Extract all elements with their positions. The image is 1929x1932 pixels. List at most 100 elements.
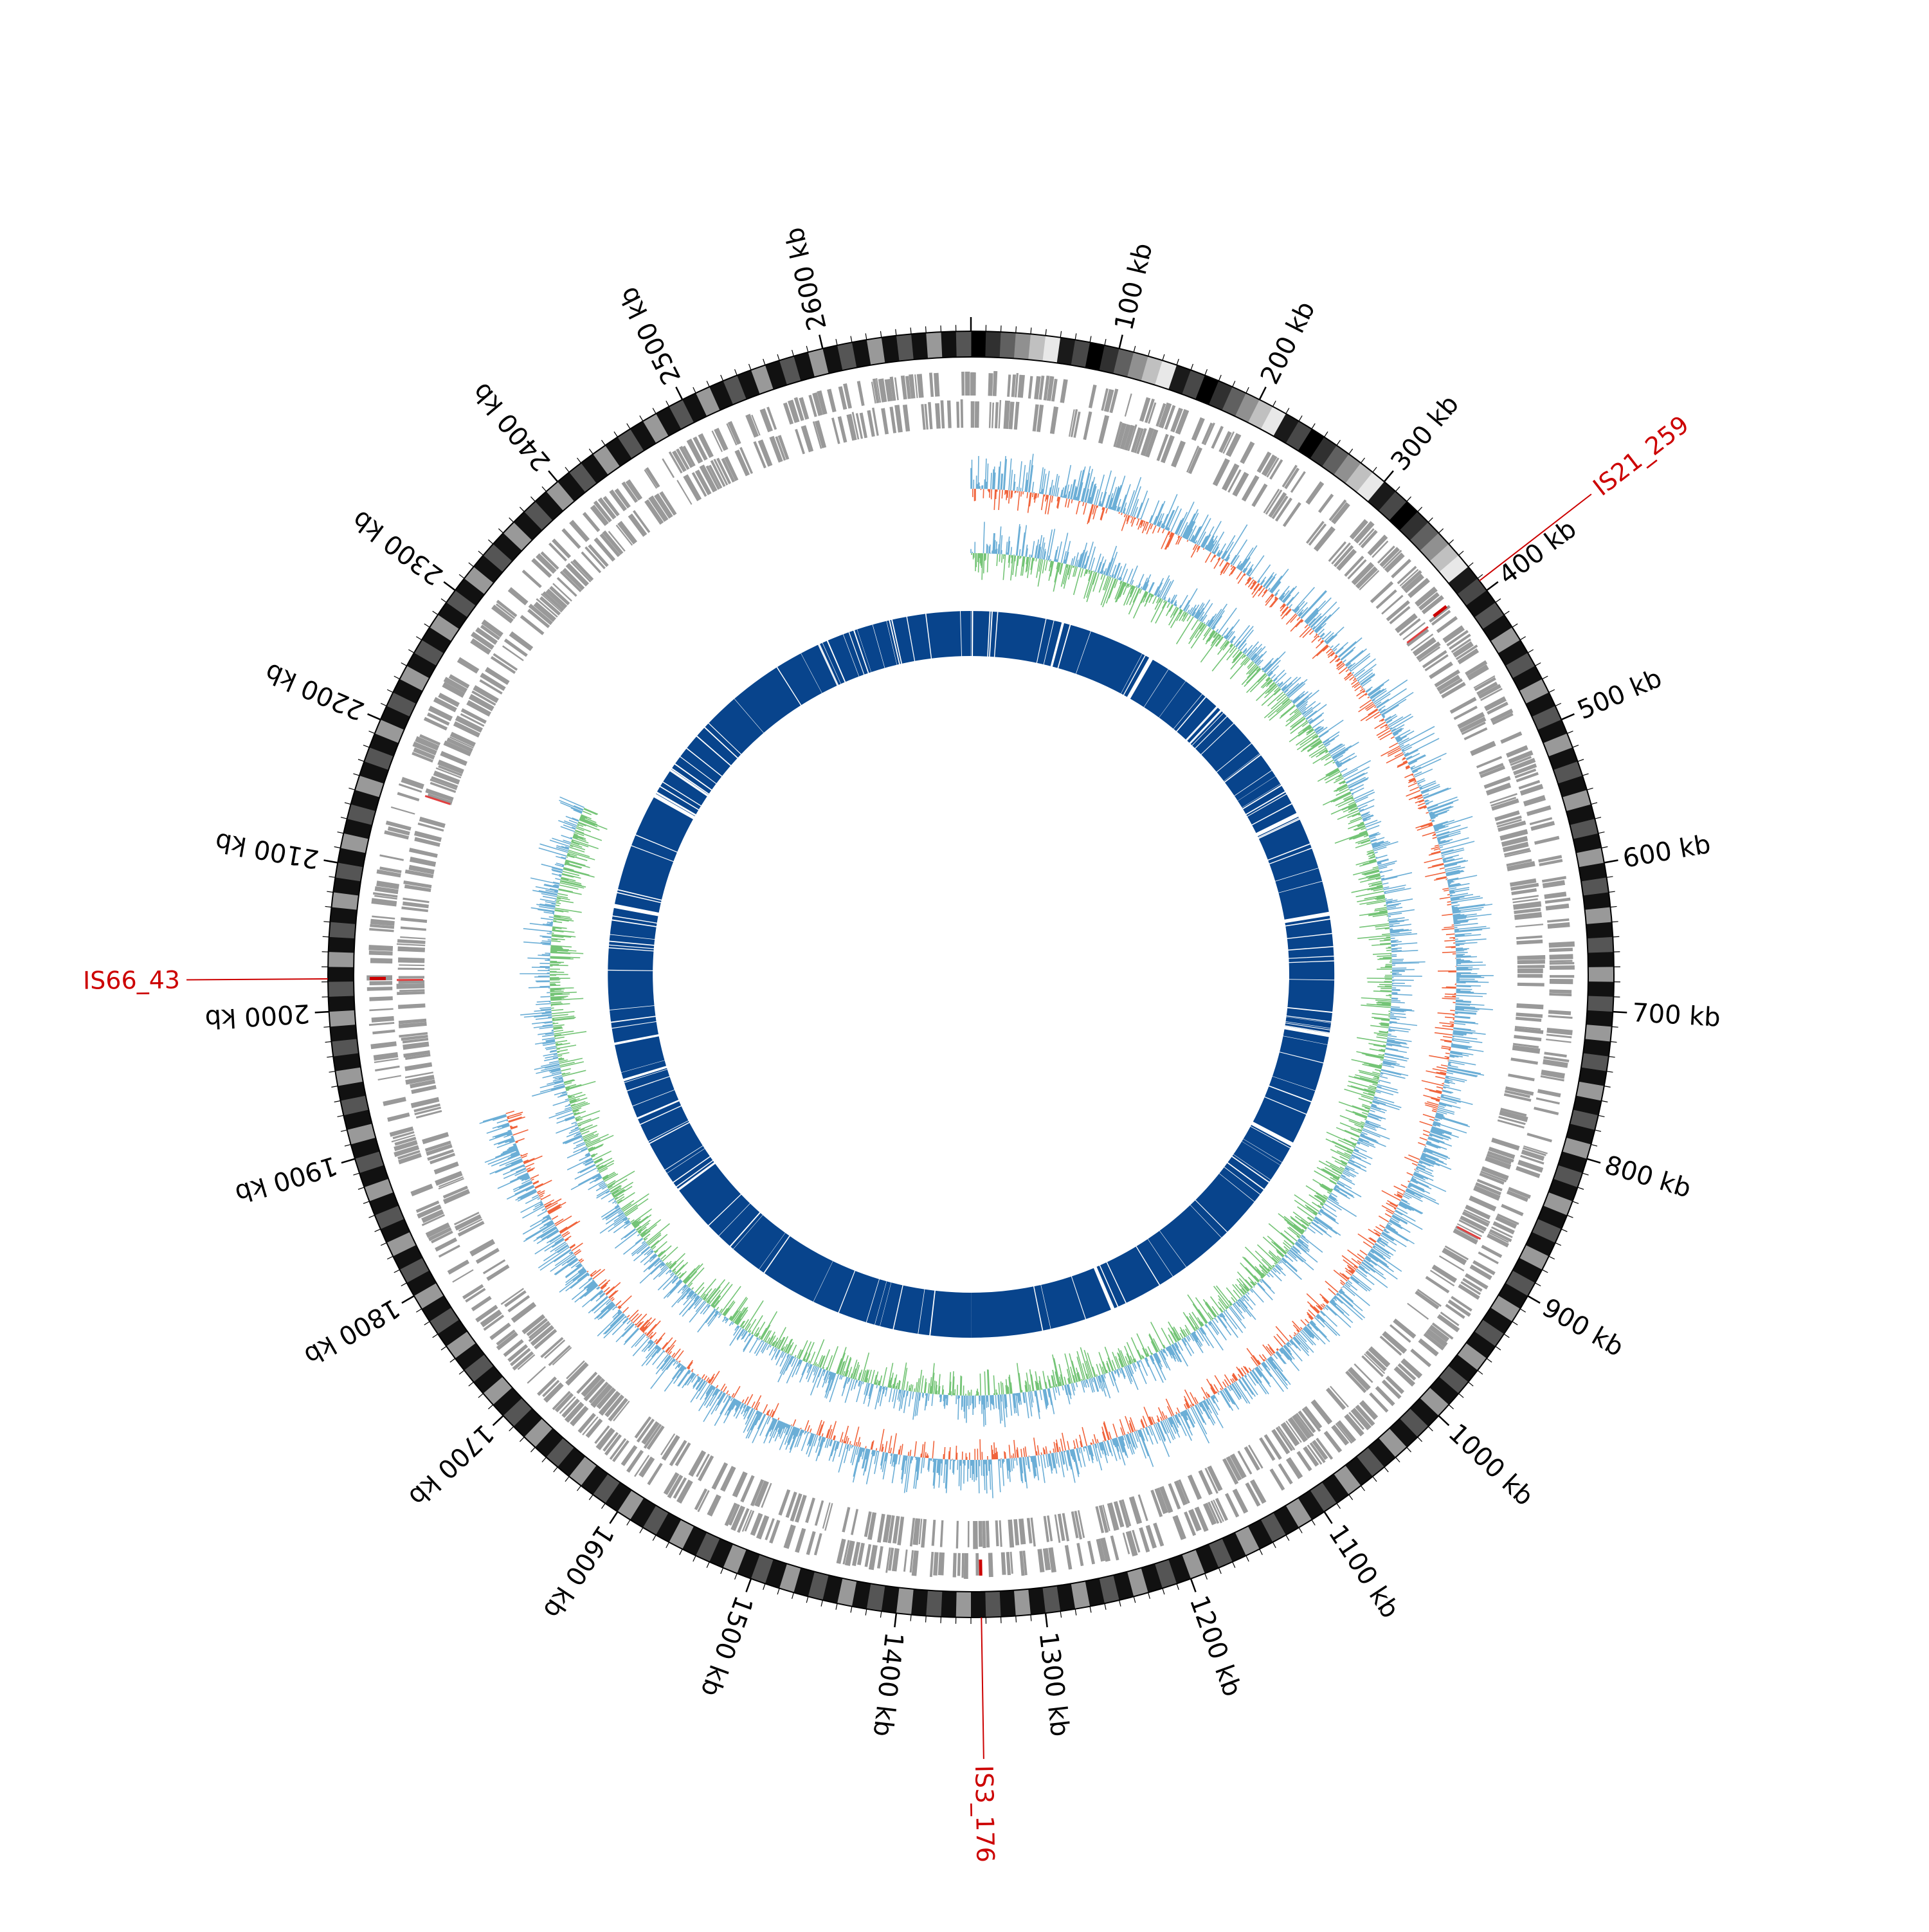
minor-tick: [1407, 497, 1411, 501]
gene-feature: [842, 1507, 850, 1533]
gene-feature: [961, 399, 963, 428]
minor-tick: [1602, 1101, 1608, 1102]
minor-tick: [1163, 1589, 1164, 1595]
major-tick: [444, 582, 455, 590]
minor-tick: [1468, 1382, 1473, 1386]
gene-feature: [1125, 394, 1132, 417]
gene-feature: [410, 1183, 433, 1196]
gene-feature: [370, 1041, 397, 1049]
minor-tick: [433, 611, 438, 615]
major-tick: [610, 1511, 617, 1523]
ideogram-band: [941, 1591, 957, 1618]
gene-feature: [1240, 441, 1254, 464]
minor-tick: [735, 369, 738, 375]
minor-tick: [1246, 1556, 1249, 1562]
minor-tick: [640, 415, 643, 421]
ideogram-band: [1013, 1589, 1030, 1616]
minor-tick: [614, 432, 617, 437]
gene-feature: [1076, 1543, 1083, 1566]
major-tick: [1587, 1159, 1600, 1163]
minor-tick: [1595, 1130, 1601, 1131]
minor-tick: [416, 637, 422, 640]
minor-tick: [721, 1568, 723, 1574]
minor-tick: [1407, 1447, 1411, 1452]
minor-tick: [1613, 936, 1619, 937]
gene-feature: [1006, 1552, 1011, 1575]
minor-tick: [589, 1495, 593, 1500]
minor-tick: [459, 1371, 464, 1374]
minor-tick: [542, 1457, 547, 1463]
tick-label: 900 kb: [1537, 1293, 1629, 1363]
gene-feature: [973, 1521, 978, 1549]
gene-feature: [1172, 1515, 1186, 1540]
gene-feature: [448, 1260, 469, 1275]
gene-feature: [783, 1524, 795, 1549]
major-tick: [324, 861, 338, 863]
gene-feature: [379, 854, 404, 861]
minor-tick: [836, 1603, 837, 1610]
gene-feature: [1516, 935, 1543, 939]
ideogram-band: [926, 332, 943, 358]
minor-tick: [763, 1583, 765, 1589]
gene-feature: [1191, 417, 1205, 441]
gene-feature: [1188, 447, 1202, 474]
tick-label: 100 kb: [1109, 241, 1158, 334]
minor-tick: [1148, 1592, 1150, 1599]
minor-tick: [1604, 1086, 1611, 1088]
major-tick: [368, 714, 381, 720]
minor-tick: [1218, 375, 1221, 381]
gene-feature: [397, 792, 420, 801]
tick-label: 200 kb: [1255, 296, 1321, 389]
major-tick: [894, 1613, 896, 1627]
minor-tick: [666, 1542, 669, 1548]
tick-label: 2200 kb: [260, 657, 368, 725]
gene-feature: [1546, 1039, 1571, 1043]
minor-tick: [338, 832, 344, 834]
gene-feature: [1536, 1097, 1560, 1104]
gene-feature: [527, 1366, 545, 1383]
gene-feature: [1376, 589, 1397, 608]
ideogram-band: [1585, 907, 1612, 924]
minor-tick: [381, 703, 386, 706]
gene-feature: [372, 1030, 395, 1035]
gene-feature: [1014, 402, 1020, 430]
ideogram-band: [1586, 1010, 1613, 1027]
gene-feature: [397, 947, 425, 952]
minor-tick: [1468, 563, 1473, 567]
gene-feature: [397, 983, 425, 989]
minor-tick: [1373, 1477, 1377, 1482]
major-tick: [1191, 1579, 1196, 1592]
minor-tick: [640, 1527, 643, 1533]
gene-feature: [1548, 1015, 1573, 1019]
minor-tick: [1542, 1270, 1548, 1273]
minor-tick: [450, 1358, 455, 1362]
gene-feature: [398, 1003, 426, 1009]
major-tick: [341, 1159, 355, 1163]
ideogram-band: [330, 1025, 357, 1042]
ideogram-band: [1587, 996, 1613, 1012]
minor-tick: [1361, 458, 1364, 463]
major-tick: [1260, 387, 1266, 400]
ideogram-band: [911, 333, 928, 360]
major-tick: [493, 1416, 503, 1425]
minor-tick: [653, 408, 656, 414]
gene-feature: [953, 1553, 957, 1578]
minor-tick: [325, 1042, 332, 1043]
minor-tick: [323, 1026, 330, 1027]
gene-feature: [932, 1520, 936, 1546]
tick-label: 2000 kb: [204, 998, 311, 1034]
gene-feature: [399, 964, 424, 966]
gene-feature: [397, 939, 426, 944]
gene-feature: [1001, 1552, 1006, 1574]
gene-feature: [957, 1553, 961, 1576]
gene-feature: [1019, 1518, 1026, 1544]
ideogram-band: [1586, 922, 1613, 939]
gene-feature: [387, 1113, 410, 1122]
minor-tick: [851, 336, 852, 342]
gene-feature: [1251, 484, 1267, 507]
gene-feature: [838, 416, 847, 442]
major-tick: [1119, 335, 1123, 349]
minor-tick: [1535, 1283, 1541, 1286]
ideogram-band: [1585, 1025, 1612, 1042]
minor-tick: [488, 1405, 493, 1409]
